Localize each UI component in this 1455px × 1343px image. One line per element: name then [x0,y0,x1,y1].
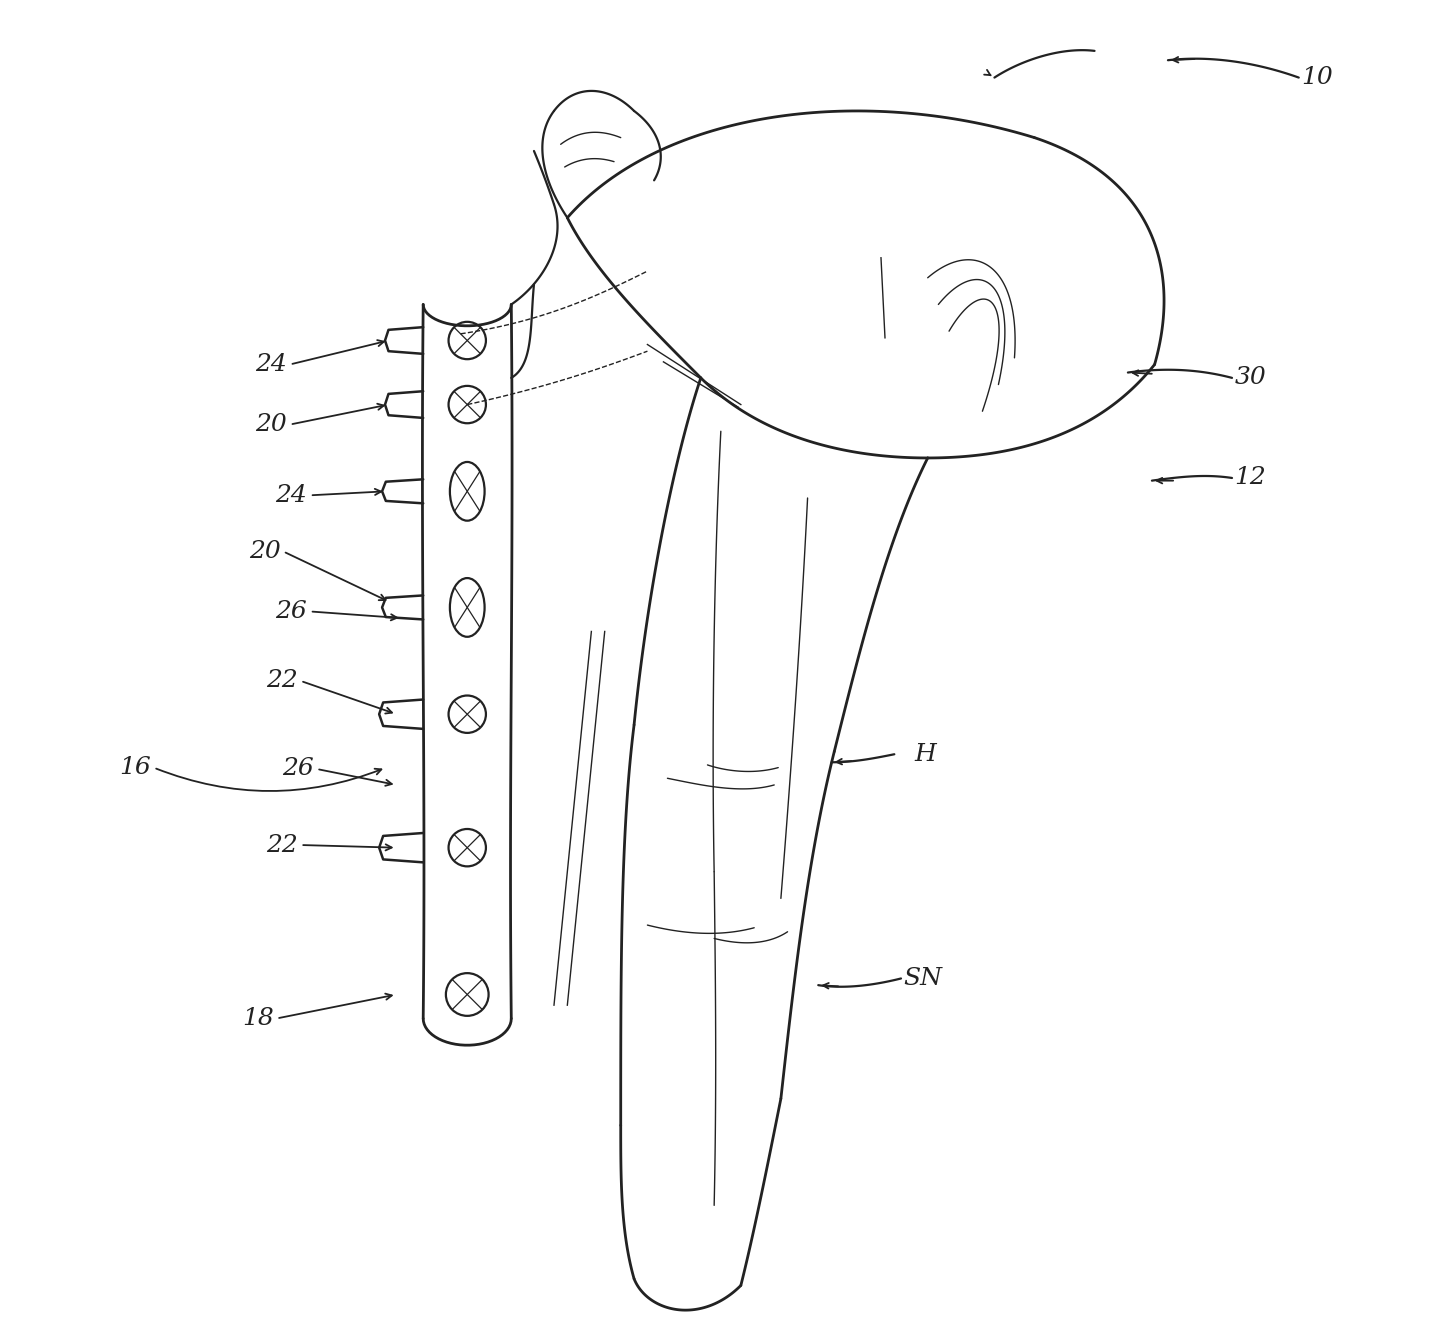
Text: 22: 22 [266,834,298,857]
Text: 24: 24 [275,483,307,506]
Text: 16: 16 [119,756,151,779]
Text: 20: 20 [249,540,281,563]
Text: 18: 18 [242,1007,274,1030]
Text: H: H [914,743,936,766]
Text: 10: 10 [1301,66,1333,89]
Text: 30: 30 [1235,367,1266,389]
Text: 12: 12 [1235,466,1266,489]
Text: SN: SN [904,967,943,990]
Text: 20: 20 [255,414,287,436]
Text: 22: 22 [266,669,298,693]
Text: 24: 24 [255,353,287,376]
Text: 26: 26 [282,757,314,780]
Text: 26: 26 [275,600,307,623]
